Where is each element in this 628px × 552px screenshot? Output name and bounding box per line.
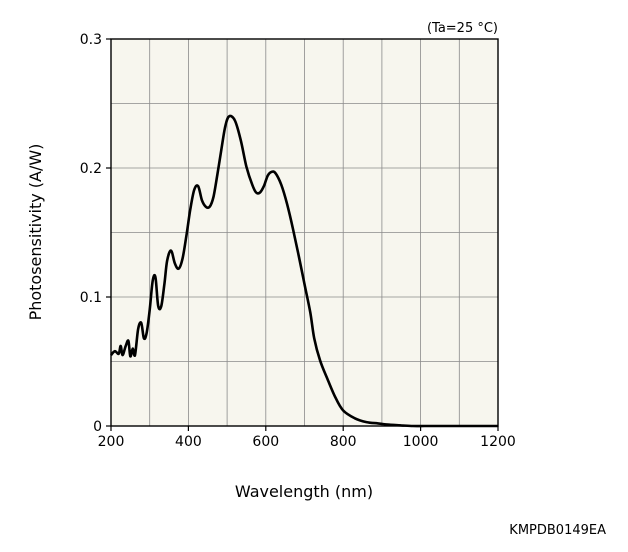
y-axis-ticks: 0 0.1 0.2 0.3	[80, 32, 111, 435]
x-tick-label: 1000	[403, 434, 439, 450]
y-tick-label: 0	[93, 419, 102, 435]
x-tick-label: 600	[252, 434, 279, 450]
y-tick-label: 0.2	[80, 161, 102, 177]
document-code: KMPDB0149EA	[509, 523, 606, 538]
plot-frame	[110, 38, 499, 427]
y-tick-label: 0.1	[80, 290, 102, 306]
x-tick-label: 200	[98, 434, 125, 450]
y-tick-label: 0.3	[80, 32, 102, 48]
x-tick-label: 1200	[480, 434, 516, 450]
x-tick-label: 800	[330, 434, 357, 450]
photosensitivity-curve	[109, 114, 498, 428]
x-axis-ticks: 200 400 600 800 1000 1200	[98, 426, 516, 450]
grid	[111, 39, 498, 426]
temperature-annotation: (Ta=25 °C)	[427, 21, 498, 36]
x-tick-label: 400	[175, 434, 202, 450]
x-axis-title: Wavelength (nm)	[235, 482, 373, 501]
y-axis-title: Photosensitivity (A/W)	[26, 144, 45, 321]
